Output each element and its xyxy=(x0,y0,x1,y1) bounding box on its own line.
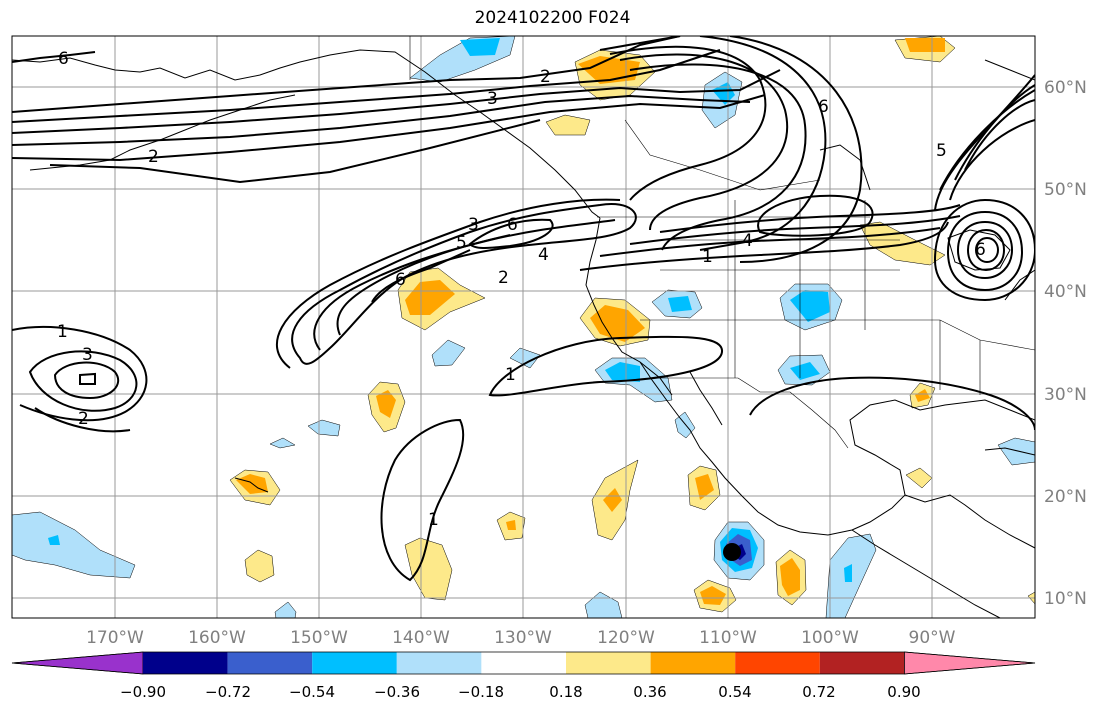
contour-label: 2 xyxy=(540,67,551,87)
colorbar-tick-label: 0.36 xyxy=(633,683,666,701)
negative-anomaly-region xyxy=(274,601,297,618)
negative-anomaly-region xyxy=(460,38,500,56)
contour-label: 4 xyxy=(742,231,753,251)
lon-label: 160°W xyxy=(188,628,246,648)
lat-label: 50°N xyxy=(1044,180,1087,200)
contour-label: 3 xyxy=(487,89,498,109)
contour-label: 1 xyxy=(702,247,713,267)
negative-anomaly-region xyxy=(48,535,60,545)
lat-label: 60°N xyxy=(1044,78,1087,98)
lon-label: 170°W xyxy=(86,628,144,648)
contour-label: 2 xyxy=(78,409,89,429)
positive-anomaly-region xyxy=(404,537,453,601)
contour-label: 1 xyxy=(428,510,439,530)
contour-label: 1 xyxy=(505,365,516,385)
negative-anomaly-region xyxy=(668,296,692,312)
positive-anomaly-region xyxy=(695,474,714,500)
colorbar-segment xyxy=(735,652,820,674)
lat-label: 30°N xyxy=(1044,385,1087,405)
lon-label: 130°W xyxy=(494,628,552,648)
contours xyxy=(12,36,1035,582)
latitude-labels: 60°N 50°N 40°N 30°N 20°N 10°N xyxy=(1044,78,1087,609)
negative-anomaly-region xyxy=(997,437,1035,466)
colorbar-tick-labels: −0.90 −0.72 −0.54 −0.36 −0.18 0.18 0.36 … xyxy=(120,683,921,701)
lon-label: 140°W xyxy=(392,628,450,648)
contour-label: 6 xyxy=(507,215,518,235)
contour-label: 3 xyxy=(82,345,93,365)
contour-label: 6 xyxy=(395,270,406,290)
positive-anomaly-region xyxy=(603,488,622,512)
colorbar-tick-label: −0.18 xyxy=(458,683,504,701)
colorbar-tick-label: −0.72 xyxy=(205,683,251,701)
positive-anomaly-region xyxy=(405,280,455,315)
colorbar-segment xyxy=(566,652,651,674)
contour-label: 2 xyxy=(498,268,509,288)
colorbar-segment xyxy=(819,652,905,674)
contour-label: 4 xyxy=(538,245,549,265)
colorbar-outline xyxy=(11,651,1036,675)
lat-label: 10°N xyxy=(1044,589,1087,609)
map-panel: 6 2 2 3 6 3 6 5 4 2 6 1 4 1 3 2 1 1 6 5 xyxy=(12,36,1035,618)
contour-label: 3 xyxy=(468,215,479,235)
lat-label: 40°N xyxy=(1044,282,1087,302)
colorbar-segment xyxy=(481,652,566,674)
colorbar-segment xyxy=(227,652,313,674)
positive-anomaly-region xyxy=(545,114,591,136)
map-title: 2024102200 F024 xyxy=(474,8,631,28)
positive-anomaly-region xyxy=(700,586,726,605)
contour-label: 2 xyxy=(148,147,159,167)
colorbar-tick-label: 0.54 xyxy=(718,683,751,701)
lon-label: 150°W xyxy=(290,628,348,648)
colorbar-tick-label: −0.54 xyxy=(289,683,335,701)
negative-anomaly-region xyxy=(790,362,820,380)
colorbar-extend-max xyxy=(904,651,1036,675)
contour-label: 6 xyxy=(58,49,69,69)
negative-anomaly-region xyxy=(605,362,640,382)
contour-label: 5 xyxy=(456,233,467,253)
lon-label: 110°W xyxy=(699,628,757,648)
colorbar-tick-label: 0.18 xyxy=(549,683,582,701)
positive-anomaly-region xyxy=(376,390,396,418)
colorbar-tick-label: 0.90 xyxy=(887,683,920,701)
contour-labels: 6 2 2 3 6 3 6 5 4 2 6 1 4 1 3 2 1 1 6 5 xyxy=(57,49,986,530)
colorbar-segment xyxy=(143,652,228,674)
lon-label: 120°W xyxy=(597,628,655,648)
colorbar-segment xyxy=(312,652,397,674)
positive-anomaly-region xyxy=(244,549,275,583)
negative-anomaly-region xyxy=(712,82,735,105)
longitude-labels: 170°W 160°W 150°W 140°W 130°W 120°W 110°… xyxy=(86,628,956,648)
positive-anomaly-region xyxy=(915,389,930,402)
colorbar xyxy=(11,651,1036,675)
positive-anomaly-region xyxy=(590,305,645,342)
coastlines xyxy=(12,49,1035,618)
contour-label: 6 xyxy=(975,240,986,260)
colorbar-tick-label: −0.90 xyxy=(120,683,166,701)
contour-label: 5 xyxy=(936,141,947,161)
negative-anomaly-region xyxy=(269,437,296,449)
negative-anomaly-region xyxy=(431,339,466,367)
storm-center-marker xyxy=(723,543,741,561)
negative-anomaly-region xyxy=(307,419,341,437)
colorbar-segment xyxy=(650,652,736,674)
lon-label: 100°W xyxy=(801,628,859,648)
colorbar-extend-min xyxy=(11,651,144,675)
map-frame xyxy=(11,35,1036,619)
lon-label: 90°W xyxy=(909,628,956,648)
positive-anomaly-region xyxy=(506,520,516,530)
positive-anomaly-region xyxy=(905,38,945,52)
negative-anomaly-region xyxy=(844,564,852,582)
colorbar-tick-label: −0.36 xyxy=(374,683,420,701)
contour-label: 6 xyxy=(818,97,829,117)
positive-anomaly-region xyxy=(780,558,800,596)
political-borders xyxy=(409,36,1035,449)
colorbar-tick-label: 0.72 xyxy=(802,683,835,701)
negative-anomaly-region xyxy=(12,511,136,579)
contour-label: 1 xyxy=(57,322,68,342)
colorbar-segment xyxy=(396,652,482,674)
lat-label: 20°N xyxy=(1044,487,1087,507)
